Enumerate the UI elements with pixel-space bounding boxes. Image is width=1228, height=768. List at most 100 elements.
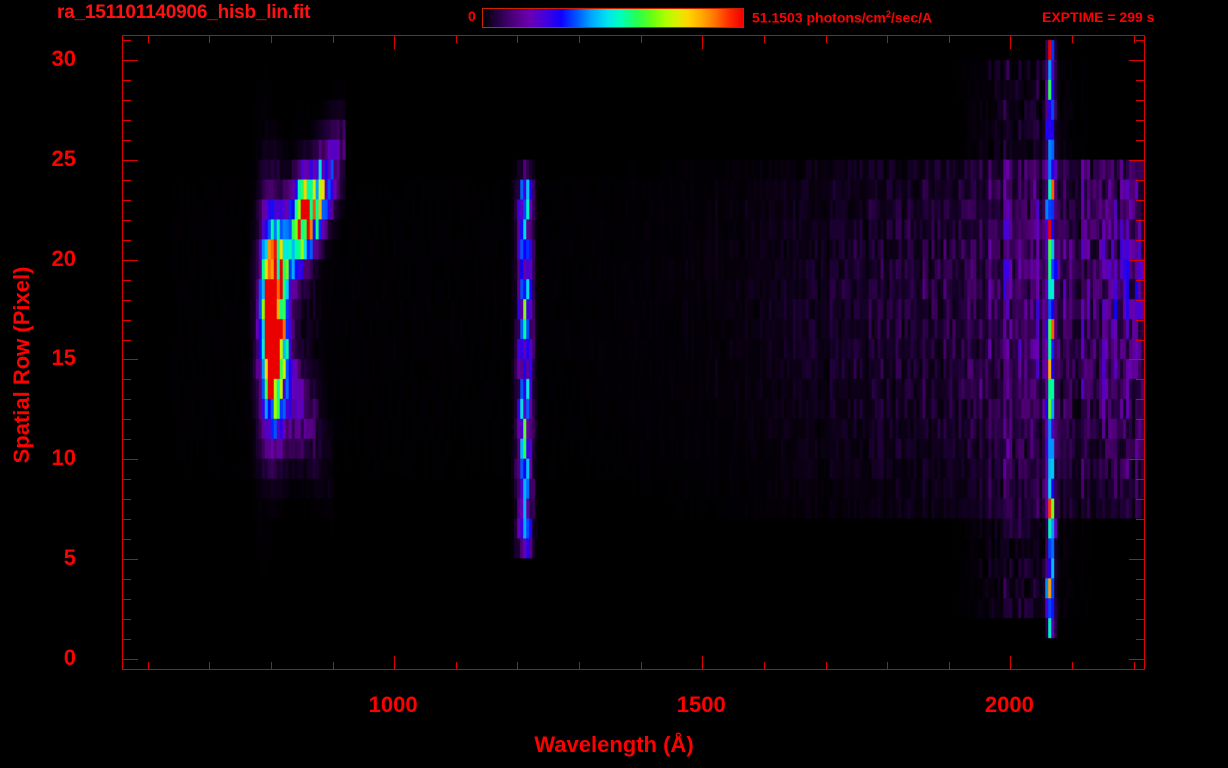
axis-tick xyxy=(1136,519,1144,521)
axis-tick xyxy=(887,36,889,43)
axis-tick xyxy=(1136,319,1144,321)
axis-tick xyxy=(640,662,642,669)
axis-tick xyxy=(1129,459,1144,461)
axis-tick xyxy=(1136,139,1144,141)
axis-tick xyxy=(1133,36,1135,43)
axis-tick xyxy=(123,639,131,641)
axis-tick xyxy=(147,36,149,43)
y-tick-label: 25 xyxy=(51,145,76,171)
axis-tick xyxy=(517,36,519,43)
axis-tick xyxy=(948,36,950,43)
axis-tick xyxy=(1136,39,1144,41)
axis-tick xyxy=(579,36,581,43)
axis-tick xyxy=(1133,662,1135,669)
spectrum-image-plot[interactable] xyxy=(122,35,1145,670)
axis-tick xyxy=(123,179,131,181)
axis-tick xyxy=(455,36,457,43)
axis-tick xyxy=(1136,419,1144,421)
axis-tick xyxy=(1136,179,1144,181)
axis-tick xyxy=(1136,299,1144,301)
axis-tick xyxy=(123,399,131,401)
axis-tick xyxy=(394,656,396,669)
colorbar-units-exponent: 2 xyxy=(885,9,891,19)
axis-tick xyxy=(123,159,138,161)
y-tick-label: 20 xyxy=(51,245,76,271)
page-title: ra_151101140906_hisb_lin.fit xyxy=(57,2,311,23)
axis-tick xyxy=(1136,279,1144,281)
axis-tick xyxy=(123,559,138,561)
axis-tick xyxy=(1010,656,1012,669)
colorbar-units-post: /sec/A xyxy=(890,9,933,26)
axis-tick xyxy=(1136,479,1144,481)
axis-tick xyxy=(1129,659,1144,661)
axis-tick xyxy=(123,299,131,301)
axis-tick xyxy=(123,619,131,621)
x-axis-title: Wavelength (Å) xyxy=(534,732,694,757)
axis-tick xyxy=(1136,219,1144,221)
axis-tick xyxy=(948,662,950,669)
axis-tick xyxy=(1136,619,1144,621)
axis-tick xyxy=(209,36,211,43)
axis-tick xyxy=(763,36,765,43)
axis-tick xyxy=(123,439,131,441)
exptime-label: EXPTIME = 299 s xyxy=(1042,9,1155,25)
axis-tick xyxy=(394,36,396,49)
axis-tick xyxy=(123,79,131,81)
axis-tick xyxy=(1010,36,1012,49)
axis-tick xyxy=(123,259,138,261)
axis-tick xyxy=(123,239,131,241)
axis-tick xyxy=(123,319,131,321)
axis-tick xyxy=(1136,599,1144,601)
x-tick-label: 2000 xyxy=(984,692,1034,717)
x-tick-label: 1000 xyxy=(368,692,418,717)
axis-tick xyxy=(763,662,765,669)
x-tick-label: 1500 xyxy=(676,692,726,717)
axis-tick xyxy=(1136,199,1144,201)
axis-tick xyxy=(1129,159,1144,161)
axis-tick xyxy=(147,662,149,669)
axis-tick xyxy=(123,279,131,281)
axis-tick xyxy=(825,36,827,43)
axis-tick xyxy=(887,662,889,669)
axis-tick xyxy=(1136,539,1144,541)
axis-tick xyxy=(1136,439,1144,441)
axis-tick xyxy=(517,662,519,669)
colorbar xyxy=(482,8,744,28)
axis-tick xyxy=(1136,579,1144,581)
axis-tick xyxy=(1136,499,1144,501)
y-tick-label: 30 xyxy=(51,45,76,71)
axis-tick xyxy=(123,419,131,421)
y-tick-label: 5 xyxy=(63,545,76,571)
axis-tick xyxy=(1129,559,1144,561)
axis-tick xyxy=(1136,379,1144,381)
axis-tick xyxy=(1136,339,1144,341)
axis-tick xyxy=(123,359,138,361)
spectrum-heatmap-canvas xyxy=(123,36,1144,669)
axis-tick xyxy=(123,99,131,101)
axis-tick xyxy=(1136,99,1144,101)
axis-tick xyxy=(123,119,131,121)
axis-tick xyxy=(702,36,704,49)
axis-tick xyxy=(1129,59,1144,61)
axis-tick xyxy=(123,139,131,141)
axis-tick xyxy=(1136,239,1144,241)
axis-tick xyxy=(270,36,272,43)
colorbar-units-pre: photons/cm xyxy=(806,9,886,26)
axis-tick xyxy=(1136,79,1144,81)
colorbar-max-label: 51.1503 photons/cm2/sec/A xyxy=(752,9,932,26)
axis-tick xyxy=(1136,639,1144,641)
axis-tick xyxy=(825,662,827,669)
axis-tick xyxy=(455,662,457,669)
axis-tick xyxy=(209,662,211,669)
axis-tick xyxy=(123,219,131,221)
colorbar-max-value: 51.1503 xyxy=(752,9,803,26)
axis-tick xyxy=(123,659,138,661)
axis-tick xyxy=(123,459,138,461)
axis-tick xyxy=(332,662,334,669)
axis-tick xyxy=(123,519,131,521)
axis-tick xyxy=(702,656,704,669)
axis-tick xyxy=(1072,36,1074,43)
axis-tick xyxy=(123,539,131,541)
y-tick-label: 0 xyxy=(63,645,76,671)
